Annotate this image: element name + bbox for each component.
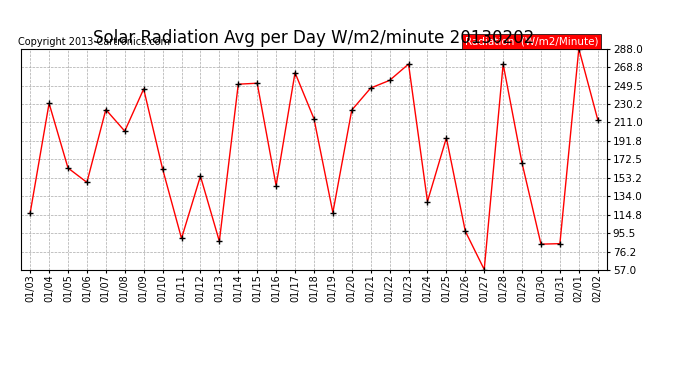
Text: Radiation  (W/m2/Minute): Radiation (W/m2/Minute) [465,36,598,46]
Title: Solar Radiation Avg per Day W/m2/minute 20130202: Solar Radiation Avg per Day W/m2/minute … [93,29,535,47]
Text: Copyright 2013 Cartronics.com: Copyright 2013 Cartronics.com [18,36,170,46]
